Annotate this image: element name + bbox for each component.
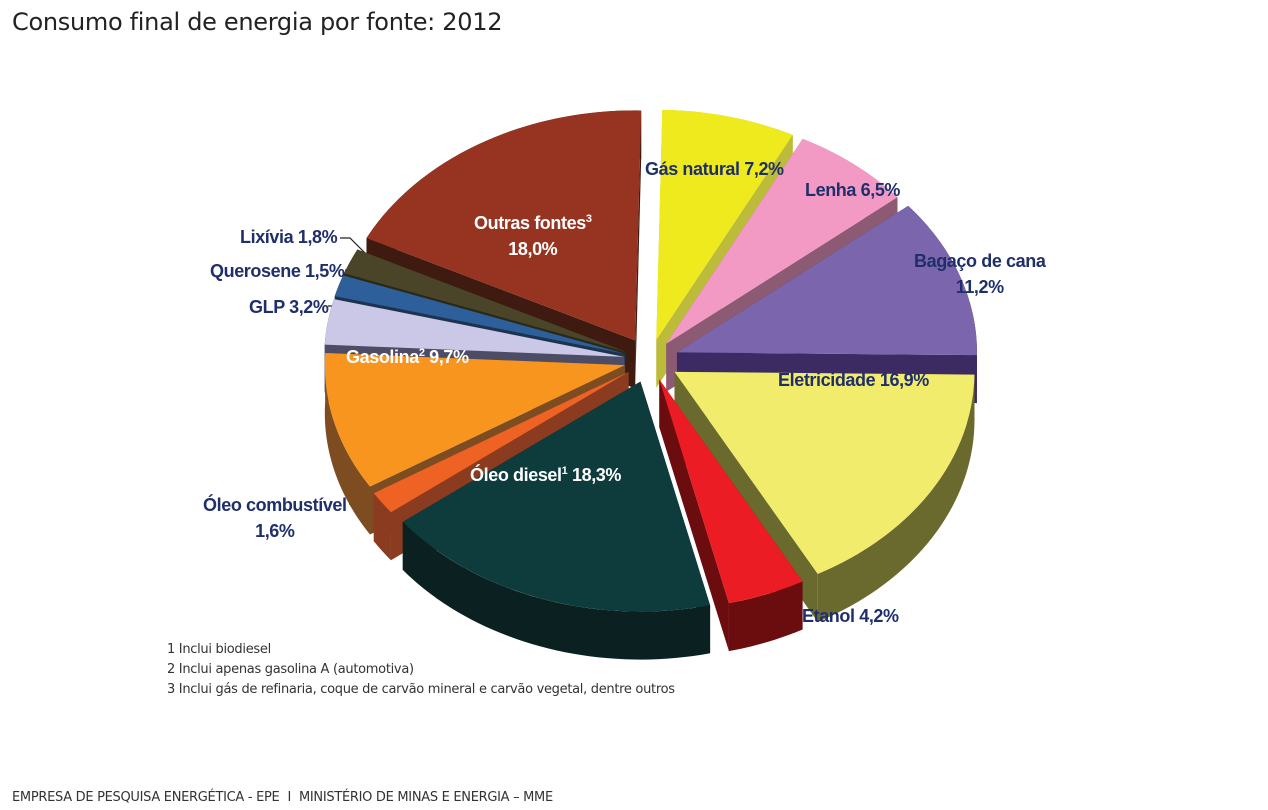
slice-top <box>373 371 629 513</box>
slice-top <box>676 205 977 356</box>
slice-side <box>373 371 629 542</box>
label-bagaco: Bagaço de cana 11,2% <box>914 248 1046 300</box>
chart-title: Consumo final de energia por fonte: 2012 <box>12 8 503 36</box>
slice-top <box>324 353 625 487</box>
label-outras-fontes-pct: 18,0% <box>508 239 558 260</box>
slice-top <box>402 381 711 612</box>
label-glp: GLP 3,2% <box>249 297 329 317</box>
footer-mme: MINISTÉRIO DE MINAS E ENERGIA – MME <box>298 790 553 805</box>
footnote-2: 2 Inclui apenas gasolina A (automotiva) <box>167 662 414 677</box>
slice-side <box>324 353 370 535</box>
slice-side <box>635 110 642 389</box>
slice-top <box>344 249 627 352</box>
label-gasolina-name: Gasolina <box>346 347 419 367</box>
page-footer: EMPRESA DE PESQUISA ENERGÉTICA - EPE I MIN… <box>12 790 553 805</box>
slice-top <box>656 109 793 340</box>
slice-top <box>659 379 803 604</box>
slice-side <box>817 374 975 622</box>
footer-separator: I <box>287 790 291 805</box>
label-outras-fontes-name: Outras fontes <box>474 213 586 233</box>
label-oleo-diesel-pct: 18,3% <box>571 465 622 485</box>
label-oleo-combustivel: Óleo combustível 1,6% <box>203 492 347 544</box>
slice-top <box>366 110 642 341</box>
pie-slice-etanol <box>659 379 803 652</box>
footnote-marker: 3 <box>585 213 592 225</box>
label-bagaco-pct: 11,2% <box>955 277 1004 298</box>
pie-slices <box>324 109 977 660</box>
footnotes: 1 Inclui biodiesel 2 Inclui apenas gasol… <box>167 640 675 700</box>
label-oleo-combustivel-name: Óleo combustível <box>203 495 347 515</box>
footnote-3: 3 Inclui gás de refinaria, coque de carv… <box>167 682 675 697</box>
label-bagaco-name: Bagaço de cana <box>914 251 1046 271</box>
label-lenha: Lenha 6,5% <box>805 180 901 200</box>
label-eletricidade: Eletricidade 16,9% <box>778 370 929 390</box>
label-gasolina: Gasolina2 9,7% <box>346 344 469 370</box>
slice-top <box>666 138 898 344</box>
label-gas-natural: Gás natural 7,2% <box>645 159 784 179</box>
slice-top <box>334 275 626 354</box>
slice-top <box>674 371 975 574</box>
footnote-1: 1 Inclui biodiesel <box>167 642 271 657</box>
footer-epe: EMPRESA DE PESQUISA ENERGÉTICA - EPE <box>12 790 280 805</box>
footnote-marker: 1 <box>561 465 568 477</box>
label-querosene: Querosene 1,5% <box>210 261 345 281</box>
label-oleo-combustivel-pct: 1,6% <box>255 521 295 542</box>
slice-side <box>373 493 391 561</box>
label-etanol: Etanol 4,2% <box>802 606 899 626</box>
slice-side <box>728 581 803 652</box>
slice-side <box>659 379 729 652</box>
label-gasolina-pct: 9,7% <box>429 347 469 367</box>
label-outras-fontes: Outras fontes3 18,0% <box>474 210 592 262</box>
label-oleo-diesel-name: Óleo diesel <box>470 465 562 485</box>
slice-top <box>324 299 625 357</box>
label-oleo-diesel: Óleo diesel1 18,3% <box>470 462 621 488</box>
pie-slice-oleo-diesel <box>402 381 711 660</box>
footnote-marker: 2 <box>418 347 425 359</box>
label-lixivia: Lixívia 1,8% <box>240 227 338 247</box>
slice-side <box>402 521 711 660</box>
